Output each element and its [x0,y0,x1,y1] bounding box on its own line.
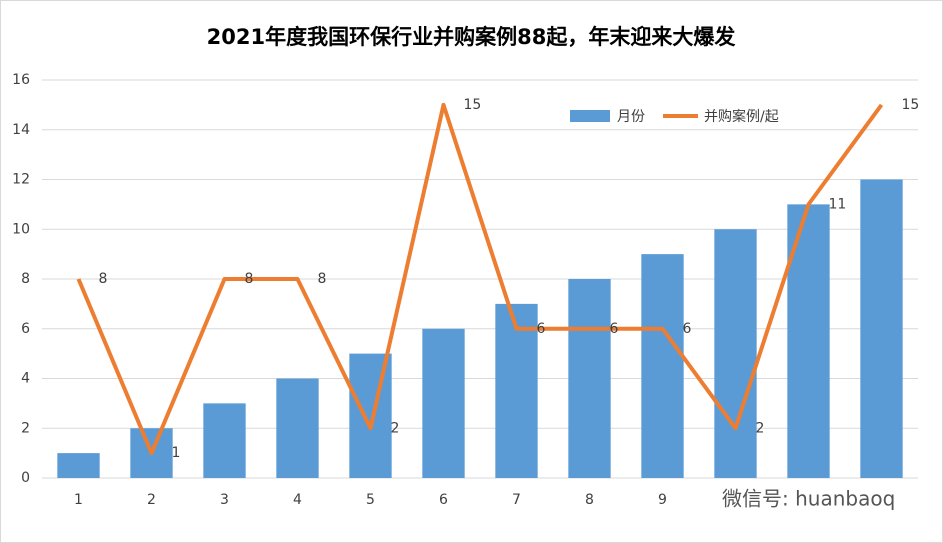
x-tick-label: 7 [512,492,521,508]
y-tick-label: 8 [21,271,30,287]
data-label: 2 [756,420,765,436]
bar [57,453,100,478]
data-label: 1 [172,445,181,461]
x-tick-label: 9 [658,492,667,508]
x-tick-label: 1 [74,492,83,508]
y-tick-label: 10 [12,221,30,237]
x-tick-label: 6 [439,492,448,508]
x-tick-label: 2 [147,492,156,508]
data-label: 6 [537,321,546,337]
y-tick-label: 4 [21,371,30,387]
data-label: 2 [391,420,400,436]
legend-label: 并购案例/起 [704,108,779,125]
bar [422,328,465,478]
x-tick-label: 4 [293,492,302,508]
bar [203,403,246,478]
line [76,102,884,456]
data-label: 15 [902,97,920,113]
bar [568,279,611,478]
watermark: 微信号: huanbaoq [722,487,895,511]
data-label: 8 [318,271,327,287]
bar [641,254,684,478]
bar [495,303,538,478]
data-label: 11 [829,196,847,212]
y-tick-label: 2 [21,420,30,436]
x-tick-label: 5 [366,492,375,508]
bar [714,229,757,478]
legend-label: 月份 [617,109,645,125]
chart-title: 2021年度我国环保行业并购案例88起，年末迎来大爆发 [207,25,737,49]
data-label: 8 [245,271,254,287]
bar [349,353,392,478]
x-tick-label: 3 [220,492,229,508]
data-label: 6 [610,321,619,337]
y-tick-label: 16 [12,72,30,88]
y-tick-label: 0 [21,470,30,486]
bar [276,378,319,478]
x-tick-label: 8 [585,492,594,508]
data-label: 8 [99,271,108,287]
legend-swatch [570,110,610,122]
y-tick-label: 14 [12,122,30,138]
y-tick-label: 12 [12,172,30,188]
data-label: 15 [464,97,482,113]
bar [860,179,903,478]
y-tick-label: 6 [21,321,30,337]
data-label: 6 [683,321,692,337]
